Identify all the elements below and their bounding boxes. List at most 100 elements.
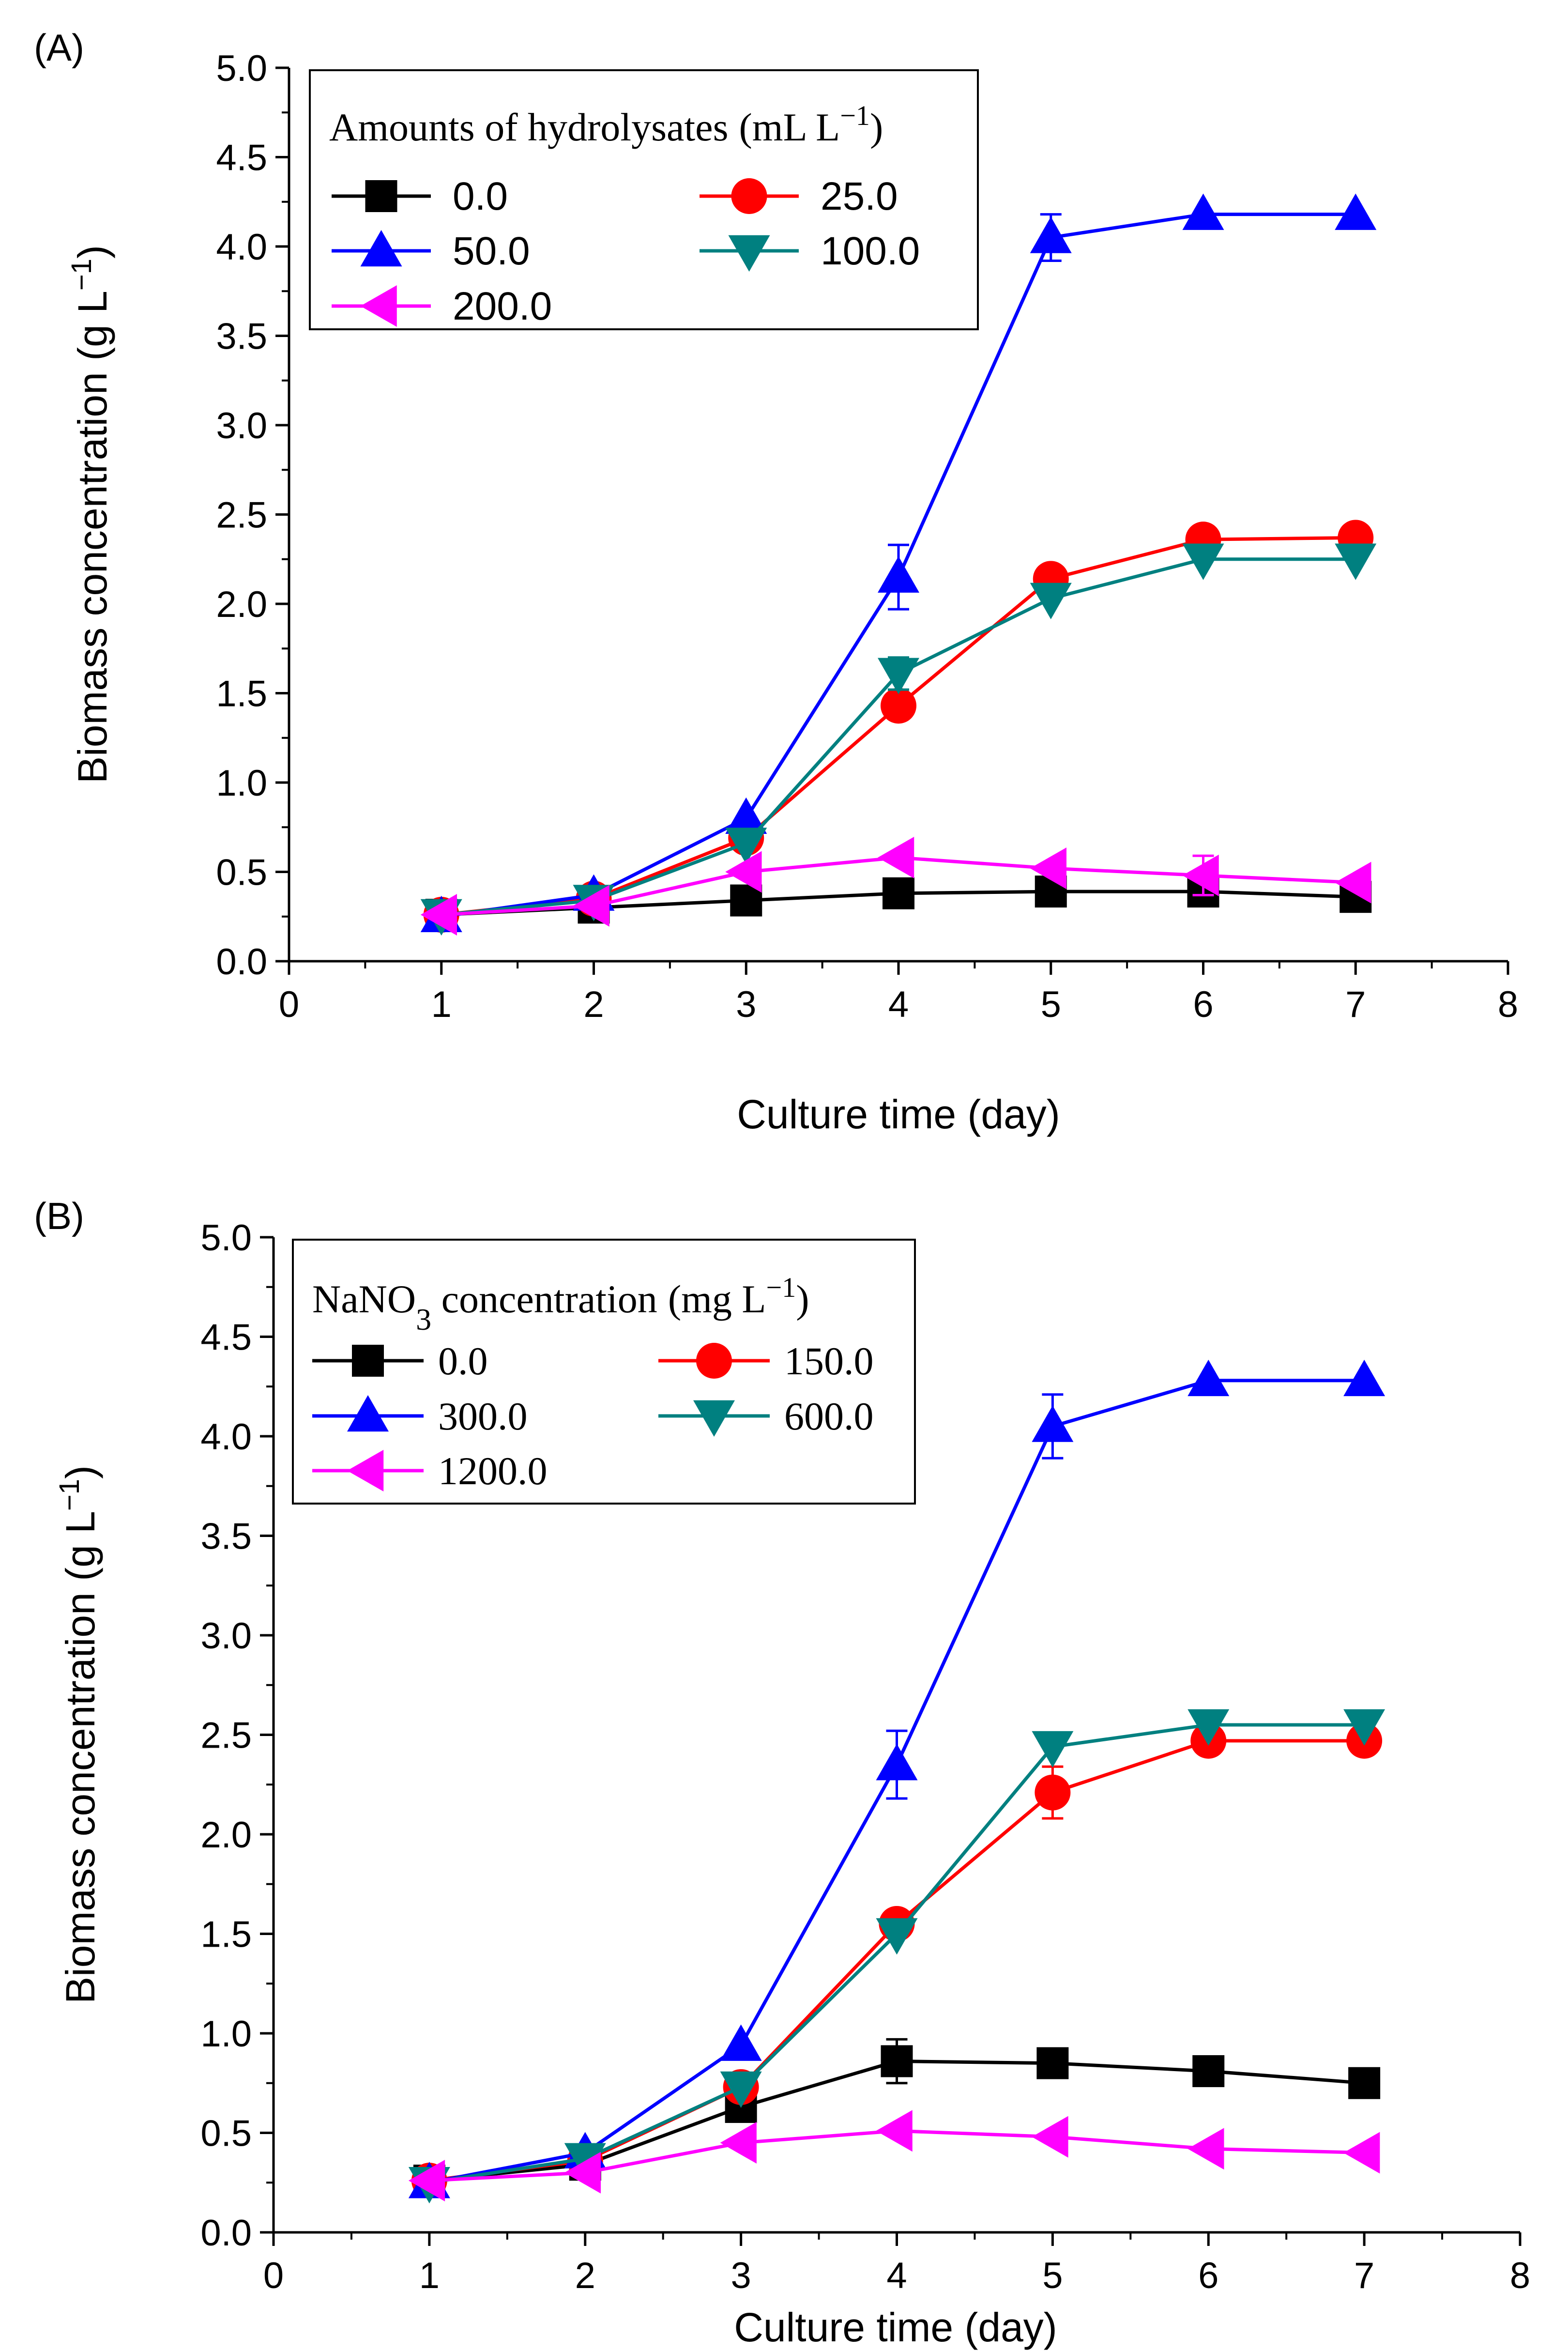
data-point-marker	[1335, 543, 1377, 580]
y-tick-label: 1.5	[200, 1914, 252, 1955]
data-point-marker	[1187, 1359, 1230, 1397]
legend-marker	[347, 1450, 384, 1491]
data-point-marker	[725, 851, 762, 893]
y-axis-title-close: )	[70, 245, 115, 259]
data-point-marker	[883, 877, 914, 909]
data-point-marker	[876, 1744, 918, 1781]
data-point-marker	[725, 828, 767, 864]
chart-panel-b: (B) 0.0 0.5 1.0 1.5 2.0 2.5 3.0 3.5 4.0 4.5 5.0 0 1 2 3…	[34, 1195, 1530, 2350]
data-point-marker	[408, 2160, 445, 2202]
legend-title-unit-superscript: −1	[840, 100, 870, 131]
panel-label: (B)	[34, 1195, 84, 1237]
data-point-marker	[1182, 543, 1224, 580]
data-point-marker	[1343, 2132, 1380, 2174]
legend-title-text: Amounts of hydrolysates	[329, 105, 728, 149]
legend-title-unit-close: )	[796, 1277, 809, 1321]
x-tick-label: 3	[731, 2255, 751, 2296]
x-tick-label: 0	[279, 984, 299, 1025]
legend-box	[309, 69, 979, 330]
legend-marker	[347, 1395, 389, 1432]
legend-item-1200.0: 1200.0	[312, 1449, 548, 1493]
panel-label: (A)	[34, 26, 84, 69]
data-point-marker	[1036, 2047, 1069, 2079]
series-1200.0	[408, 2110, 1380, 2202]
y-tick-label: 4.0	[216, 227, 267, 268]
legend-title: Amounts of hydrolysates (mL L−1)	[329, 100, 883, 150]
data-point-marker	[420, 894, 457, 936]
y-tick-label: 1.0	[200, 2013, 252, 2055]
data-point-marker	[573, 885, 609, 927]
legend-title-unit: (mL L	[739, 105, 840, 149]
chart-panel-a: (A) 0.0 0.5 1.0 1.5 2.0 2.5 3.0 3.5 4.0 4.5 5.0 0 1 2 3…	[34, 26, 1518, 1137]
data-point-marker	[1035, 1774, 1071, 1811]
legend-item-200.0: 200.0	[332, 284, 552, 328]
data-point-marker	[876, 2110, 913, 2152]
legend-label: 100.0	[821, 229, 920, 273]
y-tick-label: 4.0	[200, 1416, 252, 1458]
y-axis-title: Biomass concentration (g L−1)	[66, 245, 116, 784]
legend-title-unit-close: )	[870, 105, 883, 149]
legend-label: 1200.0	[438, 1449, 548, 1493]
legend-item-0.0: 0.0	[332, 174, 508, 218]
x-tick-label: 4	[886, 2255, 907, 2296]
y-axis-title-superscript: −1	[54, 1479, 85, 1511]
data-point-marker	[1030, 583, 1072, 619]
data-point-marker	[1032, 1731, 1074, 1768]
legend-item-150.0: 150.0	[658, 1339, 874, 1383]
legend-title-unit: (mg L	[668, 1277, 766, 1321]
x-tick-label: 3	[736, 984, 756, 1025]
x-tick-label: 6	[1198, 2255, 1218, 2296]
legend-item-25.0: 25.0	[700, 174, 898, 218]
data-point-marker	[878, 658, 919, 694]
data-point-marker	[1032, 1405, 1074, 1442]
data-point-marker	[1335, 861, 1371, 904]
legend-marker	[696, 1343, 732, 1379]
x-tick-label: 7	[1354, 2255, 1374, 2296]
x-tick-label: 2	[583, 984, 604, 1025]
legend-label: 0.0	[438, 1339, 488, 1383]
x-tick-label: 4	[888, 984, 909, 1025]
x-tick-label: 2	[575, 2255, 595, 2296]
legend-item-0.0: 0.0	[312, 1339, 488, 1383]
y-tick-label: 0.5	[216, 852, 267, 893]
x-tick-label: 7	[1345, 984, 1366, 1025]
x-tick-label: 1	[431, 984, 452, 1025]
y-tick-label: 2.0	[216, 584, 267, 625]
y-tick-label: 5.0	[216, 48, 267, 89]
y-tick-label: 0.0	[216, 941, 267, 983]
legend-title-unit-superscript: −1	[766, 1272, 796, 1303]
data-point-marker	[1187, 1709, 1230, 1746]
series-line	[429, 1739, 1365, 2182]
legend-title: NaNO3 concentration (mg L−1)	[312, 1272, 809, 1337]
data-point-marker	[881, 2045, 913, 2077]
x-tick-label: 0	[263, 2255, 284, 2296]
x-tick-label: 5	[1041, 984, 1061, 1025]
data-point-marker	[1343, 1359, 1385, 1397]
legend-label: 50.0	[453, 229, 530, 273]
legend-marker	[731, 178, 767, 214]
y-tick-label: 3.5	[216, 316, 267, 357]
legend-label: 25.0	[821, 174, 898, 218]
legend-item-100.0: 100.0	[700, 229, 920, 273]
legend-marker	[728, 235, 770, 272]
legend-marker	[365, 180, 397, 212]
legend-item-600.0: 600.0	[658, 1394, 874, 1438]
data-point-marker	[720, 2071, 762, 2108]
legend-item-300.0: 300.0	[312, 1394, 528, 1438]
data-point-marker	[1182, 193, 1224, 230]
x-axis-title: Culture time (day)	[737, 1091, 1060, 1137]
data-point-marker	[881, 688, 916, 724]
data-point-marker	[1343, 1709, 1385, 1746]
legend-title-subscript: 3	[416, 1302, 431, 1337]
legend-marker	[352, 1345, 384, 1377]
y-tick-label: 4.5	[216, 138, 267, 179]
legend-marker	[693, 1400, 735, 1437]
legend-item-50.0: 50.0	[332, 229, 530, 273]
legend-label: 0.0	[453, 174, 508, 218]
data-point-marker	[1335, 193, 1377, 230]
data-point-marker	[878, 556, 919, 593]
y-tick-label: 5.0	[200, 1217, 252, 1259]
y-tick-label: 1.5	[216, 674, 267, 715]
legend: NaNO3 concentration (mg L−1)0.0 150.0 300.0…	[292, 1239, 916, 1505]
